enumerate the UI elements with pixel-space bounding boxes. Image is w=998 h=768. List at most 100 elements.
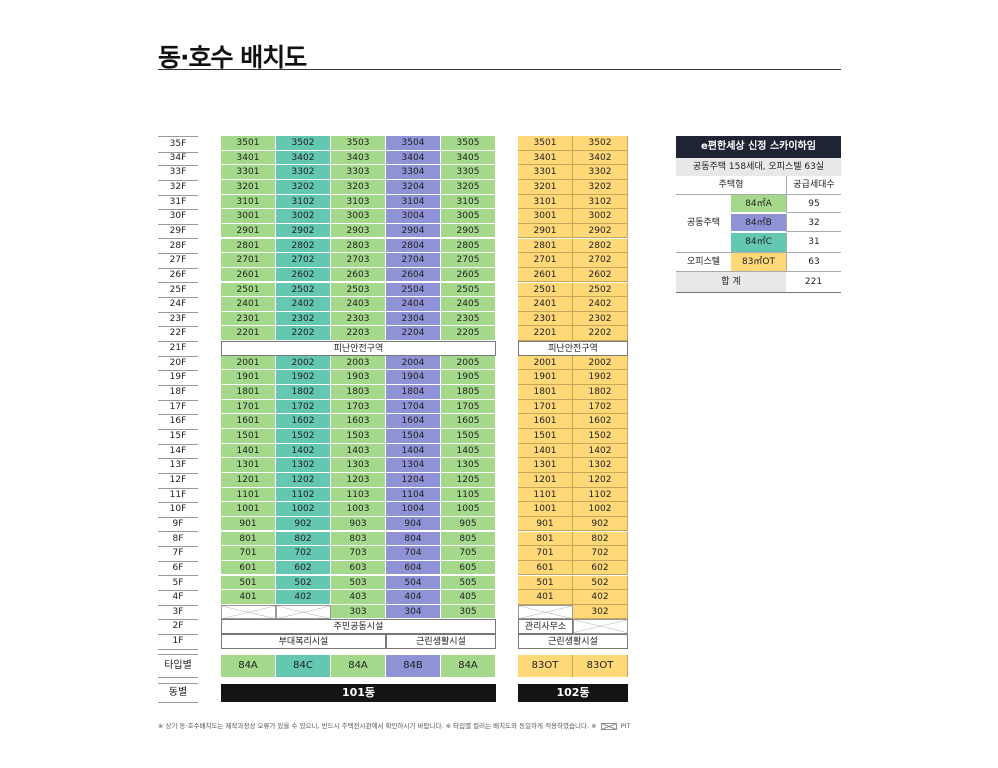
floor-label: 25F	[158, 283, 198, 299]
floor-label: 34F	[158, 151, 198, 167]
unit-101: 1501	[221, 429, 276, 444]
unit-102: 1702	[573, 399, 628, 415]
type-cell-102: 83OT	[518, 655, 573, 677]
unit-102: 1902	[573, 370, 628, 385]
floor-label: 2F	[158, 619, 198, 636]
unit-101: 1301	[221, 458, 276, 473]
unit-101: 1902	[276, 370, 331, 385]
pit-cell	[221, 604, 276, 620]
unit-101: 1403	[331, 443, 386, 459]
count-83ot: 63	[786, 253, 841, 271]
unit-101: 2701	[221, 253, 276, 268]
type-cell-101: 84A	[331, 655, 386, 677]
unit-101: 3001	[221, 209, 276, 224]
unit-101: 3005	[441, 209, 496, 224]
unit-101: 2303	[331, 311, 386, 327]
unit-101: 2305	[441, 311, 496, 327]
unit-101: 1205	[441, 472, 496, 488]
unit-101: 305	[441, 604, 496, 620]
unit-101: 3202	[276, 179, 331, 195]
unit-101: 2603	[331, 267, 386, 283]
unit-101: 3505	[441, 136, 496, 151]
unit-101: 1402	[276, 443, 331, 459]
unit-101: 801	[221, 531, 276, 547]
unit-101: 1104	[386, 487, 441, 503]
unit-102: 302	[573, 604, 628, 620]
floor-label: 17F	[158, 400, 198, 416]
unit-101: 1003	[331, 502, 386, 517]
footnote-text: ※ 상기 동·호수배치도는 제작과정상 오류가 있을 수 있으니, 반드시 주택…	[158, 722, 597, 730]
unit-101: 501	[221, 575, 276, 591]
unit-101: 402	[276, 590, 331, 605]
unit-101: 2501	[221, 282, 276, 298]
pit-x-icon	[600, 722, 617, 730]
unit-101: 1704	[386, 399, 441, 415]
unit-102: 902	[573, 516, 628, 532]
unit-101: 1805	[441, 385, 496, 400]
unit-102: 3502	[573, 136, 628, 151]
unit-101: 303	[331, 604, 386, 620]
unit-101: 2904	[386, 223, 441, 239]
unit-101: 3102	[276, 194, 331, 210]
unit-101: 3003	[331, 209, 386, 224]
complex-name: e편한세상 신정 스카이하임	[676, 136, 841, 158]
unit-102: 1601	[518, 414, 573, 429]
unit-101: 1504	[386, 429, 441, 444]
unit-101: 1302	[276, 458, 331, 473]
unit-102: 901	[518, 516, 573, 532]
unit-101: 705	[441, 546, 496, 561]
unit-101: 503	[331, 575, 386, 591]
unit-101: 1105	[441, 487, 496, 503]
unit-101: 2604	[386, 267, 441, 283]
count-84a: 95	[786, 195, 841, 213]
floor-label: 20F	[158, 356, 198, 372]
unit-101: 1703	[331, 399, 386, 415]
unit-101: 704	[386, 546, 441, 561]
group-officetel-label: 오피스텔	[686, 257, 721, 267]
unit-102: 2402	[573, 297, 628, 312]
unit-101: 2704	[386, 253, 441, 268]
unit-101: 3403	[331, 150, 386, 166]
unit-101: 1701	[221, 399, 276, 415]
retail-facility-101: 근린생활시설	[386, 634, 496, 649]
unit-101: 2001	[221, 355, 276, 371]
unit-101: 2201	[221, 326, 276, 342]
unit-101: 2502	[276, 282, 331, 298]
unit-101: 1801	[221, 385, 276, 400]
floor-label: 23F	[158, 312, 198, 328]
unit-101: 1803	[331, 385, 386, 400]
unit-101: 3201	[221, 179, 276, 195]
floor-label: 5F	[158, 576, 198, 592]
unit-102: 1701	[518, 399, 573, 415]
unit-101: 3302	[276, 165, 331, 180]
unit-102: 702	[573, 546, 628, 561]
unit-102: 2802	[573, 238, 628, 254]
unit-101: 1604	[386, 414, 441, 429]
total-label: 합 계	[676, 272, 786, 292]
unit-102: 2202	[573, 326, 628, 342]
unit-102: 2302	[573, 311, 628, 327]
unit-102: 601	[518, 560, 573, 576]
unit-102: 3001	[518, 209, 573, 224]
unit-101: 2705	[441, 253, 496, 268]
unit-101: 2301	[221, 311, 276, 327]
unit-101: 505	[441, 575, 496, 591]
floor-label: 29F	[158, 224, 198, 240]
page-title: 동·호수 배치도	[158, 43, 307, 72]
floor-label: 12F	[158, 473, 198, 489]
unit-102: 2401	[518, 297, 573, 312]
unit-101: 3503	[331, 136, 386, 151]
unit-101: 901	[221, 516, 276, 532]
unit-101: 3004	[386, 209, 441, 224]
unit-101: 2803	[331, 238, 386, 254]
type-84a-cell: 84㎡A	[731, 195, 786, 213]
complex-summary: 공동주택 158세대, 오피스텔 63실	[676, 158, 841, 176]
unit-101: 3101	[221, 194, 276, 210]
unit-101: 2304	[386, 311, 441, 327]
unit-101: 1502	[276, 429, 331, 444]
unit-102: 401	[518, 590, 573, 605]
unit-101: 1702	[276, 399, 331, 415]
unit-101: 3502	[276, 136, 331, 151]
unit-101: 902	[276, 516, 331, 532]
unit-101: 1503	[331, 429, 386, 444]
